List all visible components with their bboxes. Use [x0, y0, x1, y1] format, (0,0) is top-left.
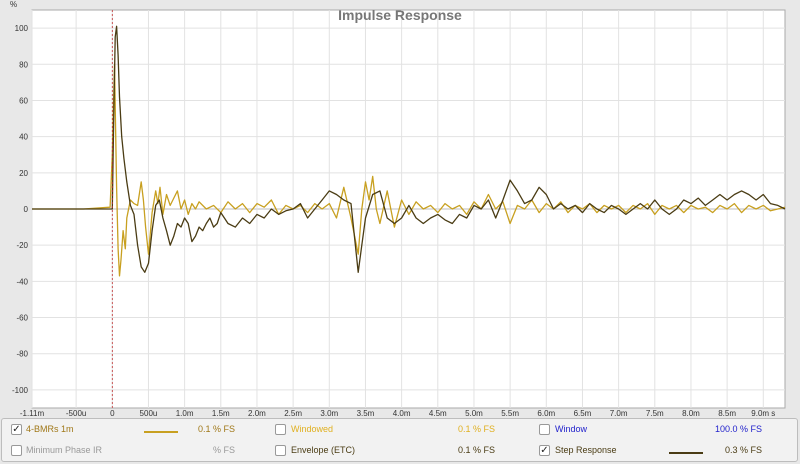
swatch-step-response: [669, 452, 703, 454]
value-step-response: 0.3 % FS: [724, 445, 762, 455]
x-tick-label: 5.5m: [501, 409, 519, 418]
x-tick-label: 3.5m: [357, 409, 375, 418]
x-tick-label: 8.5m: [718, 409, 736, 418]
legend-row: ✓ 4-BMRs 1m 0.1 % FS Windowed 0.1 % FS W…: [2, 420, 797, 442]
x-tick-label: 1.5m: [212, 409, 230, 418]
x-tick-label: 500u: [140, 409, 158, 418]
x-tick-label: 5.0m: [465, 409, 483, 418]
y-tick-label: 40: [19, 133, 28, 142]
axis-ticks: 100 80 60 40 20 0 -20 -40 -60 -80 -100 -1.11m -500u 0…: [12, 24, 775, 418]
y-tick-label: 100: [15, 24, 29, 33]
x-tick-label: 6.0m: [537, 409, 555, 418]
series-lines: [32, 25, 786, 277]
y-tick-label: 60: [19, 96, 28, 105]
y-tick-label: -60: [16, 314, 28, 323]
legend-row: Minimum Phase IR % FS Envelope (ETC) 0.1…: [2, 441, 797, 463]
x-tick-label: 2.5m: [284, 409, 302, 418]
x-tick-label: 4.5m: [429, 409, 447, 418]
x-tick-label: -1.11m: [20, 409, 45, 418]
swatch-4-bmrs: [144, 431, 178, 433]
x-tick-label: 2.0m: [248, 409, 266, 418]
y-tick-label: 80: [19, 60, 28, 69]
y-tick-label: -40: [16, 277, 28, 286]
y-tick-label: 20: [19, 169, 28, 178]
series-line-step-response: [32, 25, 786, 273]
label-step-response: Step Response: [555, 445, 617, 455]
checkbox-windowed[interactable]: [275, 424, 286, 435]
y-tick-label: -100: [12, 386, 29, 395]
legend-panel: ✓ 4-BMRs 1m 0.1 % FS Windowed 0.1 % FS W…: [1, 418, 798, 462]
checkbox-minimum-phase-ir[interactable]: [11, 445, 22, 456]
x-tick-label: 7.5m: [646, 409, 664, 418]
y-tick-label: -20: [16, 241, 28, 250]
impulse-response-chart: 100 80 60 40 20 0 -20 -40 -60 -80 -100 -1.11m -500u 0…: [10, 0, 786, 418]
x-tick-label: 8.0m: [682, 409, 700, 418]
y-tick-label: -80: [16, 350, 28, 359]
y-axis-unit: %: [10, 0, 17, 9]
checkbox-window[interactable]: [539, 424, 550, 435]
checkbox-step-response[interactable]: ✓: [539, 445, 550, 456]
x-tick-label: -500u: [66, 409, 86, 418]
series-line-4-bmrs-1m: [32, 63, 786, 277]
value-windowed: 0.1 % FS: [457, 424, 495, 434]
label-envelope-etc: Envelope (ETC): [291, 445, 356, 455]
checkbox-envelope-etc[interactable]: [275, 445, 286, 456]
label-minimum-phase-ir: Minimum Phase IR: [26, 445, 103, 455]
label-window: Window: [555, 424, 588, 434]
x-tick-label: 1.0m: [176, 409, 194, 418]
chart-title: Impulse Response: [338, 7, 462, 23]
value-window: 100.0 % FS: [714, 424, 762, 434]
value-envelope-etc: 0.1 % FS: [457, 445, 495, 455]
x-tick-label: 6.5m: [574, 409, 592, 418]
y-tick-label: 0: [24, 205, 29, 214]
checkbox-4-bmrs[interactable]: ✓: [11, 424, 22, 435]
x-tick-label: 3.0m: [320, 409, 338, 418]
x-tick-label: 0: [110, 409, 115, 418]
x-tick-label: 4.0m: [393, 409, 411, 418]
value-minimum-phase-ir: % FS: [212, 445, 235, 455]
value-4-bmrs: 0.1 % FS: [197, 424, 235, 434]
x-tick-label: 7.0m: [610, 409, 628, 418]
label-4-bmrs: 4-BMRs 1m: [26, 424, 74, 434]
label-windowed: Windowed: [291, 424, 334, 434]
x-tick-label: 9.0m s: [751, 409, 775, 418]
